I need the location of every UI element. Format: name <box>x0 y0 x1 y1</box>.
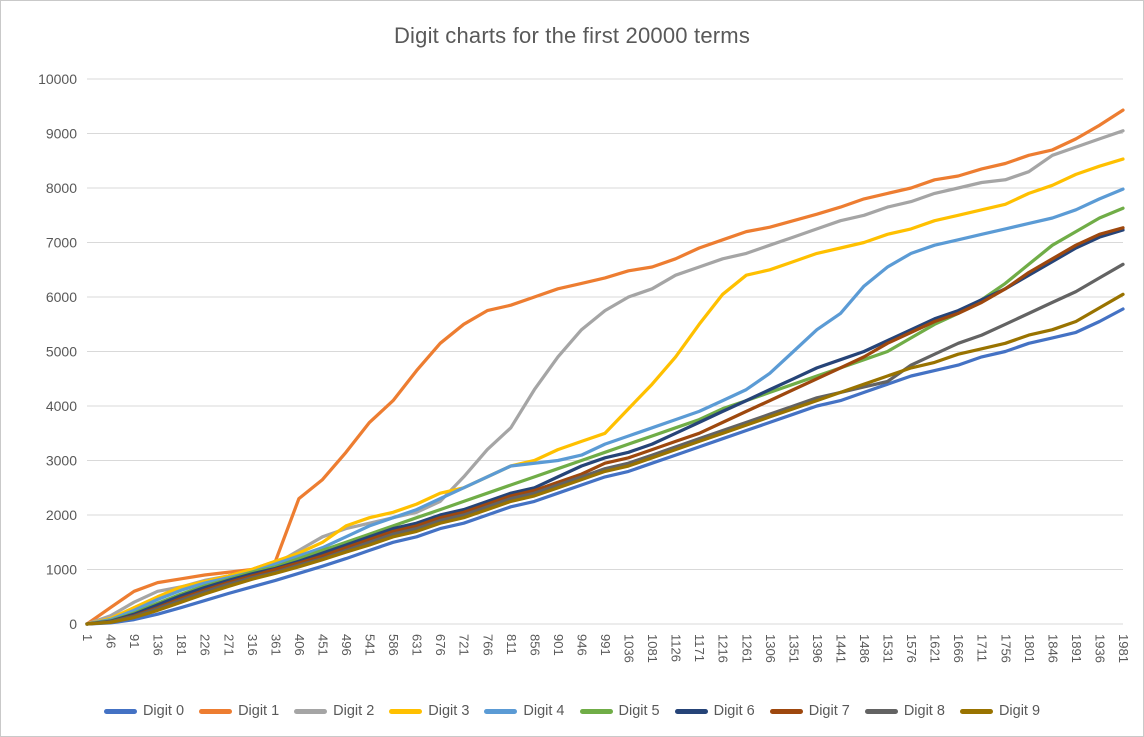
legend-label: Digit 8 <box>903 703 945 719</box>
y-axis-tick-label: 9000 <box>46 126 77 142</box>
x-axis-tick-label: 1 <box>80 634 95 641</box>
x-axis-tick-label: 1981 <box>1116 634 1131 663</box>
legend-line-swatch <box>294 708 328 714</box>
series-line-digit-3[interactable] <box>85 157 1125 626</box>
x-axis-tick-label: 361 <box>268 634 283 656</box>
series-line-digit-0[interactable] <box>85 307 1125 626</box>
y-axis-tick-label: 6000 <box>46 289 77 305</box>
x-axis-tick-label: 46 <box>104 634 119 648</box>
x-axis-tick-label: 451 <box>315 634 330 656</box>
x-axis-tick-label: 1396 <box>810 634 825 663</box>
x-axis-tick-label: 766 <box>480 634 495 656</box>
x-axis-tick-label: 271 <box>221 634 236 656</box>
x-axis-tick-label: 901 <box>551 634 566 656</box>
x-axis-tick-label: 1486 <box>857 634 872 663</box>
legend: Digit 0 Digit 1 Digit 2 Digit 3 Digit 4 Digit… <box>1 703 1143 719</box>
x-axis-tick-label: 136 <box>151 634 166 656</box>
x-axis-tick-label: 1441 <box>833 634 848 663</box>
legend-item-digit-0[interactable]: Digit 0 <box>103 703 185 719</box>
series-line-digit-6[interactable] <box>85 228 1125 626</box>
y-axis-tick-label: 5000 <box>46 344 77 360</box>
x-axis-tick-label: 1531 <box>881 634 896 663</box>
chart-title: Digit charts for the first 20000 terms <box>393 23 751 48</box>
legend-item-digit-5[interactable]: Digit 5 <box>579 703 660 719</box>
series-line-digit-5[interactable] <box>85 206 1125 626</box>
legend-label: Digit 0 <box>142 703 185 719</box>
legend-item-digit-1[interactable]: Digit 1 <box>199 703 279 719</box>
legend-item-digit-4[interactable]: Digit 4 <box>484 703 565 719</box>
x-axis-tick-label: 946 <box>574 634 589 656</box>
y-axis-tick-label: 4000 <box>46 398 77 414</box>
x-axis-tick-label: 1036 <box>622 634 637 663</box>
x-axis-tick-label: 1261 <box>739 634 754 663</box>
x-axis-tick-label: 631 <box>410 634 425 656</box>
legend-line-swatch <box>484 708 518 714</box>
x-axis-tick-label: 541 <box>363 634 378 656</box>
x-axis-tick-label: 181 <box>174 634 189 656</box>
legend-item-digit-8[interactable]: Digit 8 <box>864 703 945 719</box>
legend-label: Digit 6 <box>713 703 755 719</box>
legend-label: Digit 1 <box>238 703 280 719</box>
y-axis-tick-label: 3000 <box>46 453 77 469</box>
x-axis-tick-label: 226 <box>198 634 213 656</box>
legend-line-swatch <box>579 708 613 714</box>
legend-label: Digit 2 <box>333 703 375 719</box>
legend-label: Digit 4 <box>523 703 565 719</box>
series-line-digit-2[interactable] <box>85 129 1125 626</box>
x-axis-tick-label: 1756 <box>998 634 1013 663</box>
legend-item-digit-6[interactable]: Digit 6 <box>674 703 755 719</box>
x-axis-tick-label: 316 <box>245 634 260 656</box>
legend-item-digit-2[interactable]: Digit 2 <box>294 703 374 719</box>
x-axis-tick-label: 496 <box>339 634 354 656</box>
x-axis-tick-label: 721 <box>457 634 472 656</box>
legend-label: Digit 3 <box>428 703 470 719</box>
legend-line-swatch <box>959 708 993 714</box>
x-axis-tick-label: 856 <box>527 634 542 656</box>
x-axis-tick-label: 1351 <box>786 634 801 663</box>
y-axis-tick-label: 8000 <box>46 180 77 196</box>
y-axis-tick-label: 2000 <box>46 507 77 523</box>
x-axis-tick-label: 1666 <box>951 634 966 663</box>
x-axis-tick-label: 811 <box>504 634 519 655</box>
x-axis-tick-label: 1711 <box>975 634 990 662</box>
x-axis-tick-label: 1306 <box>763 634 778 663</box>
x-axis-tick-label: 1126 <box>669 634 684 662</box>
series-line-digit-4[interactable] <box>85 187 1125 626</box>
y-axis-tick-label: 0 <box>69 616 77 632</box>
legend-line-swatch <box>674 708 708 714</box>
legend-label: Digit 9 <box>998 703 1041 719</box>
legend-line-swatch <box>199 708 233 714</box>
x-axis-tick-label: 676 <box>433 634 448 656</box>
legend-label: Digit 5 <box>618 703 660 719</box>
legend-line-swatch <box>769 708 803 714</box>
series-line-digit-9[interactable] <box>85 292 1125 626</box>
y-axis-tick-label: 10000 <box>38 71 77 87</box>
legend-item-digit-7[interactable]: Digit 7 <box>769 703 850 719</box>
x-axis-tick-label: 91 <box>127 634 142 648</box>
legend-item-digit-9[interactable]: Digit 9 <box>959 703 1041 719</box>
x-axis-tick-label: 1936 <box>1092 634 1107 663</box>
legend-line-swatch <box>389 708 423 714</box>
x-axis-tick-label: 1171 <box>692 634 707 662</box>
x-axis-tick-label: 586 <box>386 634 401 656</box>
legend-label: Digit 7 <box>808 703 850 719</box>
x-axis-tick-label: 1891 <box>1069 634 1084 663</box>
series-line-digit-7[interactable] <box>85 226 1125 626</box>
x-axis-tick-label: 1081 <box>645 634 660 663</box>
x-axis-tick-label: 406 <box>292 634 307 656</box>
legend-item-digit-3[interactable]: Digit 3 <box>389 703 469 719</box>
y-axis-tick-label: 7000 <box>46 235 77 251</box>
x-axis-tick-label: 1621 <box>928 634 943 663</box>
x-axis-tick-label: 1216 <box>716 634 731 663</box>
y-axis-tick-label: 1000 <box>46 562 77 578</box>
legend-line-swatch <box>103 708 137 714</box>
legend-line-swatch <box>864 708 898 714</box>
x-axis-tick-label: 991 <box>598 634 613 656</box>
x-axis-tick-label: 1576 <box>904 634 919 663</box>
x-axis-tick-label: 1801 <box>1022 634 1037 663</box>
x-axis-tick-label: 1846 <box>1045 634 1060 663</box>
